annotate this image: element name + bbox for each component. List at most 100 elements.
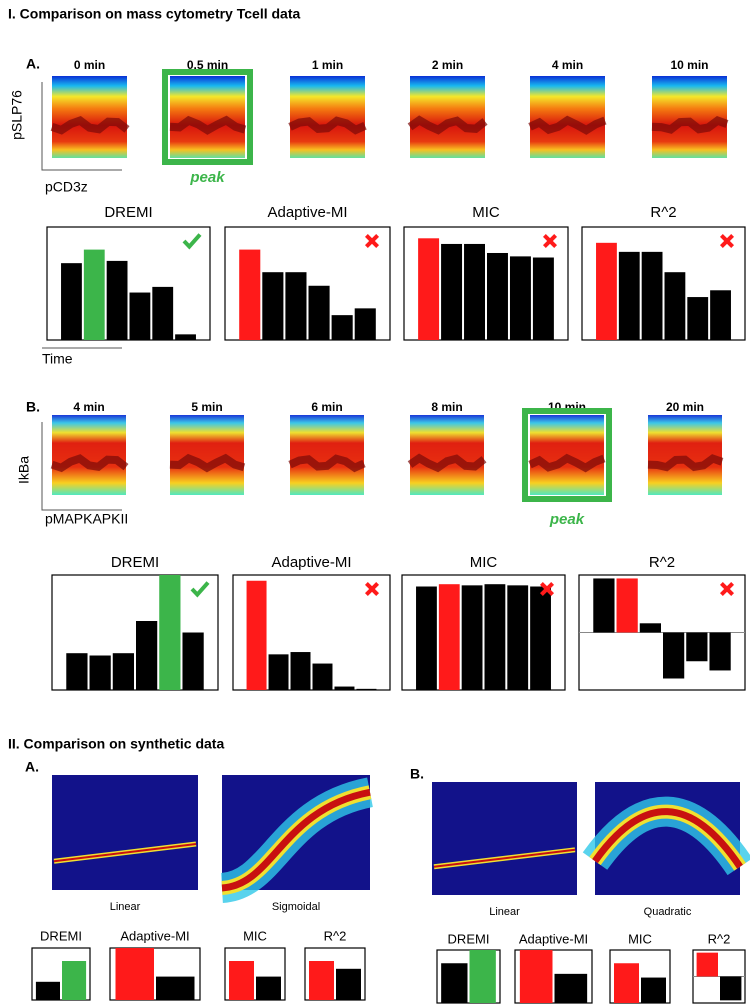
bar-box [109, 947, 201, 1001]
timepoint-label: 4 min [552, 58, 583, 72]
bar [156, 976, 195, 1000]
heatmap-band [407, 115, 488, 135]
curve [221, 788, 371, 892]
bar-box [304, 947, 366, 1001]
panel-label: A. [26, 56, 40, 72]
metric-title: R^2 [649, 554, 675, 571]
bar [246, 580, 267, 690]
bar [89, 655, 111, 690]
heatmap [170, 76, 245, 158]
bar [112, 653, 134, 690]
bar [229, 961, 254, 1000]
bar [136, 621, 158, 690]
heatmap [410, 415, 484, 495]
bar [308, 285, 330, 340]
bar [519, 950, 553, 1003]
bar [106, 260, 128, 340]
bar [354, 308, 376, 340]
image-caption: Quadratic [644, 906, 692, 918]
timepoint-label: 8 min [431, 400, 462, 414]
bar [441, 243, 463, 340]
metric-title: R^2 [650, 204, 676, 221]
bar [152, 286, 174, 340]
bar-box [609, 949, 671, 1004]
peak-label: peak [549, 511, 585, 528]
heatmap-band [528, 453, 606, 473]
panel-label: A. [25, 759, 39, 775]
timepoint-label: 20 min [666, 400, 704, 414]
heatmap [652, 76, 727, 158]
metric-title: DREMI [448, 931, 490, 946]
bar [239, 249, 261, 340]
bar [290, 652, 311, 690]
bar-box [31, 947, 91, 1001]
synthetic-image [52, 775, 198, 890]
bar [438, 584, 460, 690]
bar [285, 272, 307, 340]
bar [66, 653, 88, 690]
check-icon [182, 233, 202, 250]
timepoint-label: 2 min [432, 58, 463, 72]
bar-box [514, 949, 593, 1004]
bar [262, 272, 284, 340]
heatmap-band [50, 454, 129, 473]
metric-title: MIC [243, 928, 267, 943]
bar [720, 976, 742, 1001]
bar [532, 257, 554, 340]
heatmap-band [169, 453, 246, 473]
heatmap-band [288, 454, 366, 473]
image-caption: Linear [489, 906, 520, 918]
bar [696, 952, 718, 977]
y-axis-label: pSLP76 [9, 90, 25, 140]
cross-icon [364, 581, 380, 597]
bar [687, 297, 709, 340]
metric-title: R^2 [324, 928, 347, 943]
curve [433, 848, 576, 868]
bar [639, 623, 661, 633]
cross-icon [719, 581, 735, 597]
metric-title: Adaptive-MI [120, 928, 189, 943]
heatmap-band [169, 115, 247, 135]
bar [461, 585, 483, 690]
bar [709, 632, 731, 671]
bar [686, 632, 708, 662]
bar [309, 961, 334, 1000]
heatmap-band [528, 115, 607, 135]
timepoint-label: 1 min [312, 58, 343, 72]
image-caption: Sigmoidal [272, 901, 320, 913]
bar [664, 272, 686, 340]
metric-title: R^2 [708, 931, 731, 946]
axis-arrows [41, 82, 122, 171]
bar [62, 961, 87, 1000]
heatmap-band [288, 116, 367, 135]
timepoint-label: 0 min [74, 58, 105, 72]
bar [618, 251, 640, 340]
bar [175, 334, 196, 340]
metric-title: DREMI [104, 204, 152, 221]
bar [469, 950, 496, 1003]
bar [509, 256, 531, 340]
heatmap [410, 76, 485, 158]
peak-box [162, 69, 253, 165]
bar [268, 654, 289, 690]
curve [592, 808, 743, 869]
timepoint-label: 10 min [670, 58, 708, 72]
bar [641, 977, 666, 1003]
bar-box [51, 574, 219, 691]
bar [418, 238, 440, 340]
bar [464, 243, 485, 340]
y-axis-label: IkBa [16, 456, 32, 484]
bar [416, 586, 437, 690]
timepoint-label: 5 min [191, 400, 222, 414]
metric-title: Adaptive-MI [519, 931, 588, 946]
bar [256, 976, 281, 1000]
heatmap-band [407, 453, 487, 473]
bar [115, 948, 154, 1000]
bar-box [401, 574, 566, 691]
bar [334, 686, 355, 690]
bar [593, 578, 615, 633]
synthetic-image [432, 782, 577, 895]
cross-icon [542, 233, 558, 249]
cross-icon [539, 581, 555, 597]
metric-title: DREMI [111, 554, 159, 571]
